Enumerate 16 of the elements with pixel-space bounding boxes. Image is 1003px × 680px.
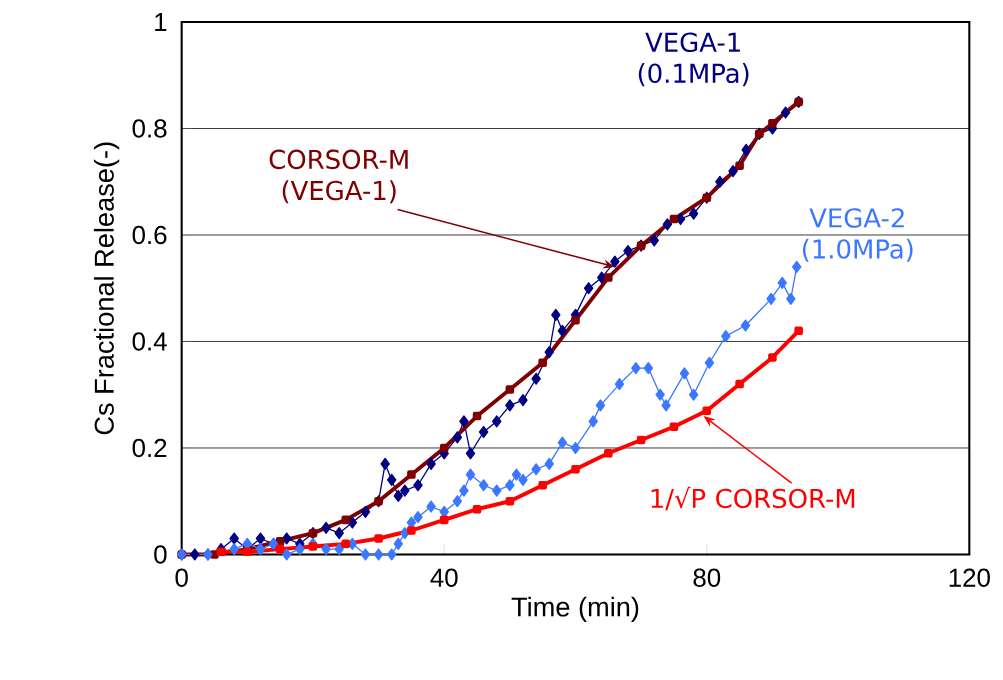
- x-tick-label: 40: [430, 568, 458, 587]
- series-label: VEGA-1 (0.1MPa): [638, 32, 749, 87]
- x-tick-label: 0: [175, 568, 188, 587]
- x-tick-label: 80: [693, 568, 721, 587]
- y-tick-label: 0.2: [132, 438, 167, 458]
- series-label: VEGA-2 (1.0MPa): [802, 208, 913, 262]
- x-axis-title: Time (min): [511, 596, 639, 622]
- y-tick-label: 1: [155, 13, 167, 31]
- y-tick-label: 0: [154, 545, 167, 564]
- x-tick-label: 120: [949, 568, 990, 587]
- y-tick-label: 0.6: [132, 225, 167, 245]
- y-tick-label: 0.4: [132, 332, 167, 351]
- y-axis-title: Cs Fractional Release(-): [93, 142, 120, 435]
- text: CORSOR-M (VEGA-1): [269, 149, 408, 204]
- y-tick-label: 0.8: [132, 119, 167, 138]
- series-label: 1/√P CORSOR-M: [651, 486, 855, 511]
